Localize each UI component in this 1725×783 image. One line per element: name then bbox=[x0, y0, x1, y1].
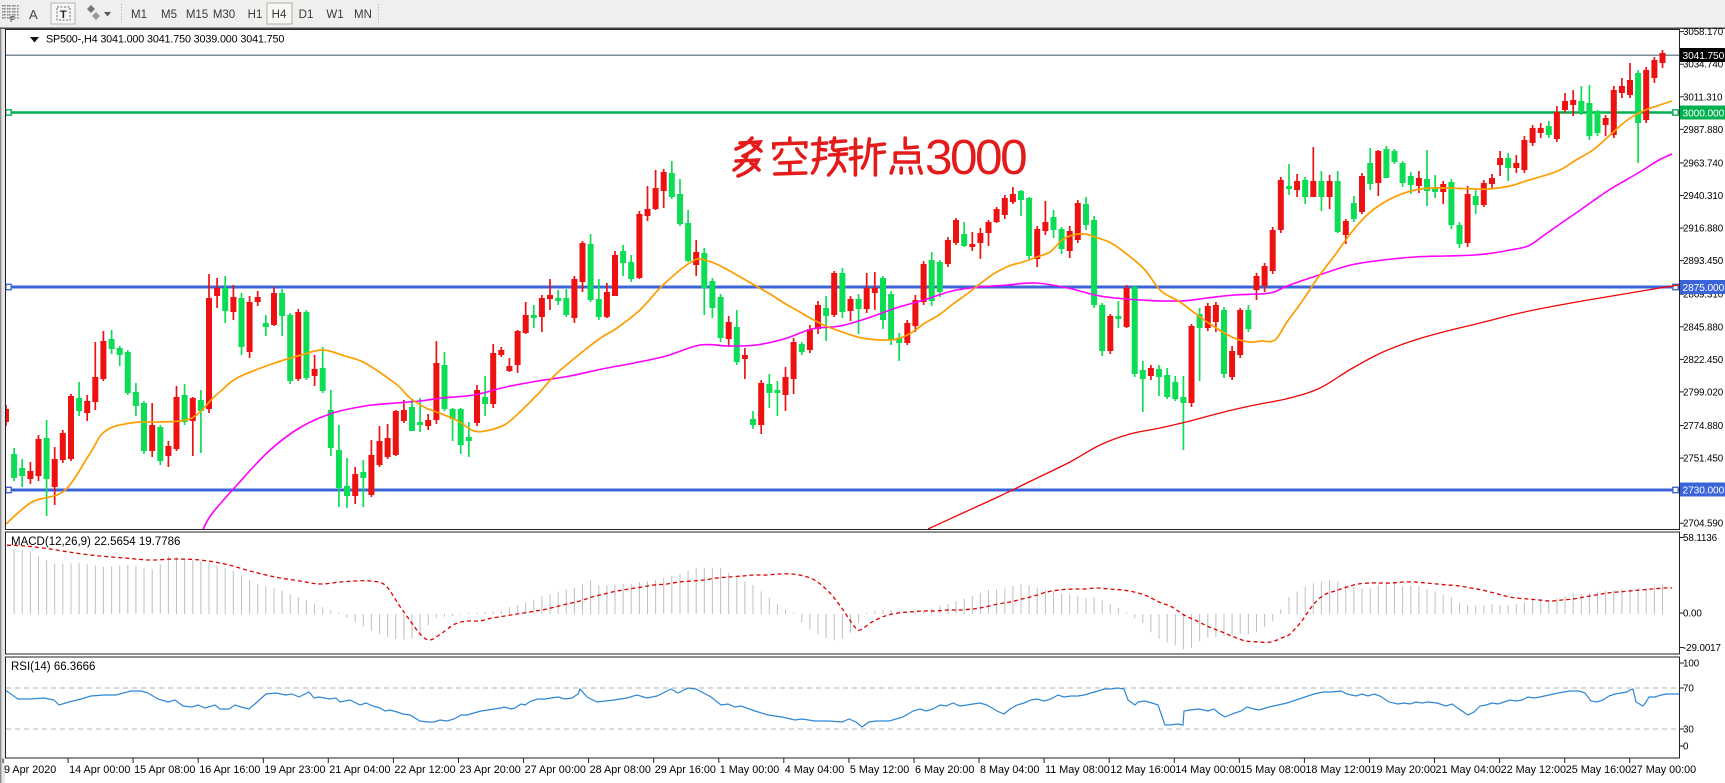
svg-text:19 Apr 23:00: 19 Apr 23:00 bbox=[264, 764, 325, 776]
svg-text:15 May 08:00: 15 May 08:00 bbox=[1240, 764, 1305, 776]
svg-text:T: T bbox=[60, 9, 67, 21]
svg-text:3011.310: 3011.310 bbox=[1683, 92, 1723, 103]
svg-text:2751.450: 2751.450 bbox=[1683, 454, 1724, 465]
svg-text:4 May 04:00: 4 May 04:00 bbox=[785, 764, 844, 776]
svg-text:RSI(14) 66.3666: RSI(14) 66.3666 bbox=[11, 661, 95, 673]
svg-text:M15: M15 bbox=[186, 9, 208, 21]
svg-text:16 Apr 16:00: 16 Apr 16:00 bbox=[199, 764, 260, 776]
svg-text:-29.0017: -29.0017 bbox=[1683, 643, 1721, 654]
svg-text:2893.450: 2893.450 bbox=[1683, 256, 1724, 267]
svg-text:MN: MN bbox=[354, 9, 372, 21]
svg-text:2730.000: 2730.000 bbox=[1683, 485, 1725, 496]
svg-text:25 May 16:00: 25 May 16:00 bbox=[1566, 764, 1631, 776]
svg-text:58.1136: 58.1136 bbox=[1683, 533, 1718, 544]
svg-text:0: 0 bbox=[1683, 742, 1689, 753]
svg-text:11 May 08:00: 11 May 08:00 bbox=[1045, 764, 1110, 776]
svg-text:M1: M1 bbox=[131, 9, 147, 21]
svg-text:3034.740: 3034.740 bbox=[1683, 60, 1724, 71]
svg-text:F: F bbox=[10, 15, 15, 24]
svg-text:M30: M30 bbox=[213, 9, 235, 21]
svg-text:H4: H4 bbox=[272, 9, 287, 21]
svg-text:1 May 00:00: 1 May 00:00 bbox=[720, 764, 779, 776]
svg-text:SP500-,H4 3041.000 3041.750 3: SP500-,H4 3041.000 3041.750 3039.000 304… bbox=[46, 34, 284, 46]
svg-text:2875.000: 2875.000 bbox=[1683, 283, 1725, 294]
svg-text:27 Apr 00:00: 27 Apr 00:00 bbox=[525, 764, 586, 776]
svg-text:2845.880: 2845.880 bbox=[1683, 322, 1724, 333]
svg-text:2799.020: 2799.020 bbox=[1683, 387, 1724, 398]
svg-text:5 May 12:00: 5 May 12:00 bbox=[850, 764, 909, 776]
svg-text:0.00: 0.00 bbox=[1683, 609, 1702, 620]
svg-text:28 Apr 08:00: 28 Apr 08:00 bbox=[590, 764, 651, 776]
svg-text:A: A bbox=[29, 7, 38, 22]
svg-text:29 Apr 16:00: 29 Apr 16:00 bbox=[655, 764, 716, 776]
svg-text:12 May 16:00: 12 May 16:00 bbox=[1110, 764, 1175, 776]
svg-text:MACD(12,26,9) 22.5654 19.7786: MACD(12,26,9) 22.5654 19.7786 bbox=[11, 536, 180, 548]
svg-text:19 May 20:00: 19 May 20:00 bbox=[1371, 764, 1436, 776]
svg-text:3000: 3000 bbox=[925, 130, 1026, 185]
svg-text:3058.170: 3058.170 bbox=[1683, 27, 1724, 38]
svg-text:14 Apr 00:00: 14 Apr 00:00 bbox=[69, 764, 130, 776]
svg-text:D1: D1 bbox=[299, 9, 314, 21]
svg-text:M5: M5 bbox=[161, 9, 177, 21]
svg-text:21 Apr 04:00: 21 Apr 04:00 bbox=[329, 764, 390, 776]
svg-text:2822.450: 2822.450 bbox=[1683, 355, 1724, 366]
svg-text:3000.000: 3000.000 bbox=[1683, 108, 1725, 119]
svg-text:100: 100 bbox=[1683, 659, 1700, 670]
svg-text:21 May 04:00: 21 May 04:00 bbox=[1436, 764, 1501, 776]
svg-text:22 May 12:00: 22 May 12:00 bbox=[1501, 764, 1566, 776]
svg-text:70: 70 bbox=[1683, 684, 1694, 695]
svg-text:2869.310: 2869.310 bbox=[1683, 290, 1724, 301]
svg-text:18 May 12:00: 18 May 12:00 bbox=[1305, 764, 1370, 776]
svg-text:2704.590: 2704.590 bbox=[1683, 519, 1724, 530]
svg-text:2916.880: 2916.880 bbox=[1683, 224, 1724, 235]
svg-text:8 May 04:00: 8 May 04:00 bbox=[980, 764, 1039, 776]
svg-text:23 Apr 20:00: 23 Apr 20:00 bbox=[460, 764, 521, 776]
svg-text:15 Apr 08:00: 15 Apr 08:00 bbox=[134, 764, 195, 776]
svg-text:3041.750: 3041.750 bbox=[1683, 51, 1725, 62]
svg-text:W1: W1 bbox=[326, 9, 343, 21]
svg-text:22 Apr 12:00: 22 Apr 12:00 bbox=[394, 764, 455, 776]
svg-text:30: 30 bbox=[1683, 725, 1694, 736]
svg-text:14 May 00:00: 14 May 00:00 bbox=[1175, 764, 1240, 776]
svg-text:2987.880: 2987.880 bbox=[1683, 125, 1724, 136]
svg-text:27 May 00:00: 27 May 00:00 bbox=[1631, 764, 1696, 776]
svg-text:6 May 20:00: 6 May 20:00 bbox=[915, 764, 974, 776]
svg-text:2774.880: 2774.880 bbox=[1683, 421, 1724, 432]
svg-text:9 Apr 2020: 9 Apr 2020 bbox=[4, 764, 56, 776]
svg-text:2963.740: 2963.740 bbox=[1683, 158, 1724, 169]
svg-text:2940.310: 2940.310 bbox=[1683, 191, 1724, 202]
svg-text:H1: H1 bbox=[248, 9, 263, 21]
